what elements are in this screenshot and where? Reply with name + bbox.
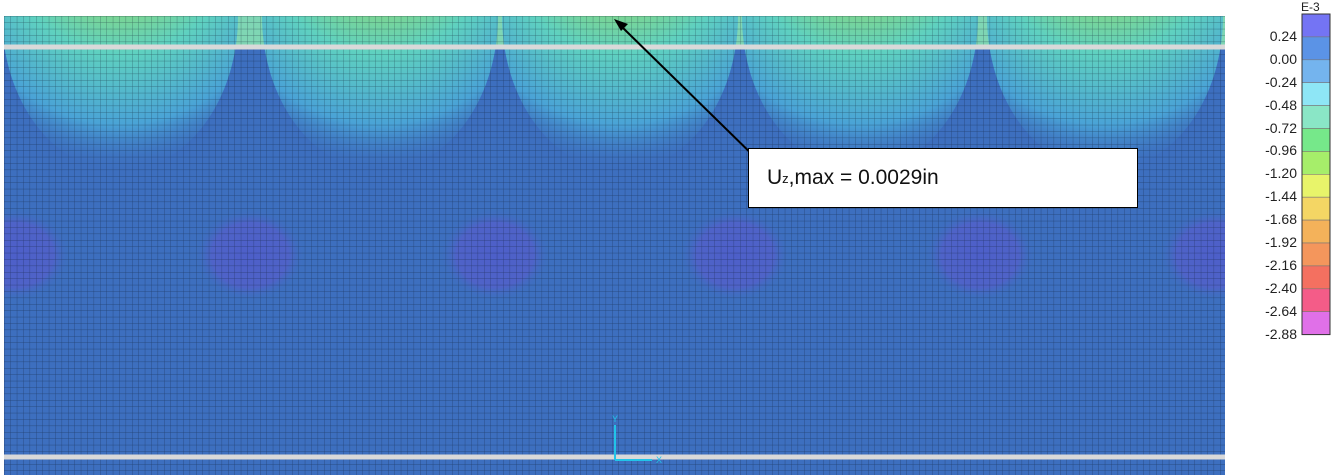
legend-swatch bbox=[1301, 219, 1331, 244]
axis-triad bbox=[614, 425, 652, 461]
legend-swatch bbox=[1301, 174, 1331, 198]
legend-swatch bbox=[1301, 265, 1331, 290]
callout-arrow bbox=[614, 19, 767, 169]
legend-label: -2.40 bbox=[1265, 279, 1297, 296]
legend-label: -1.20 bbox=[1265, 165, 1297, 182]
legend-label: -2.16 bbox=[1265, 256, 1297, 273]
legend-label: -0.24 bbox=[1265, 73, 1297, 90]
legend-swatch bbox=[1301, 128, 1331, 152]
legend-swatch bbox=[1301, 13, 1331, 38]
legend-label: -1.92 bbox=[1265, 234, 1297, 250]
mesh-grid bbox=[4, 16, 1225, 475]
legend-swatch bbox=[1301, 151, 1331, 175]
callout-text: ,max = 0.0029in bbox=[788, 166, 939, 189]
legend-label: -0.72 bbox=[1265, 119, 1297, 136]
legend-swatch bbox=[1301, 36, 1331, 61]
legend-swatch bbox=[1301, 59, 1331, 83]
color-legend-bar bbox=[1301, 13, 1331, 336]
legend-swatch bbox=[1301, 196, 1331, 221]
legend-swatch bbox=[1301, 311, 1331, 335]
legend-swatch bbox=[1301, 105, 1331, 129]
contour-fill bbox=[4, 16, 1225, 475]
legend-exponent: E-3 bbox=[1301, 0, 1320, 14]
legend-label: 0.24 bbox=[1269, 27, 1297, 44]
legend-label: 0.00 bbox=[1269, 50, 1297, 67]
axis-x-label: X bbox=[656, 455, 662, 465]
legend-label: -1.44 bbox=[1265, 188, 1297, 205]
legend-label: -2.88 bbox=[1265, 325, 1297, 342]
legend-label: -0.96 bbox=[1265, 142, 1297, 159]
legend-bar-outline bbox=[1301, 13, 1331, 336]
legend-swatch bbox=[1301, 242, 1331, 267]
legend-swatch bbox=[1301, 288, 1331, 312]
legend-swatch bbox=[1301, 82, 1331, 106]
legend-label: -0.48 bbox=[1265, 96, 1297, 113]
callout-subscript: z bbox=[782, 170, 789, 186]
legend-label: -1.68 bbox=[1265, 211, 1297, 228]
legend-label: -2.64 bbox=[1265, 302, 1297, 319]
callout-symbol: U bbox=[767, 166, 783, 189]
axis-y-label: Y bbox=[612, 414, 618, 424]
